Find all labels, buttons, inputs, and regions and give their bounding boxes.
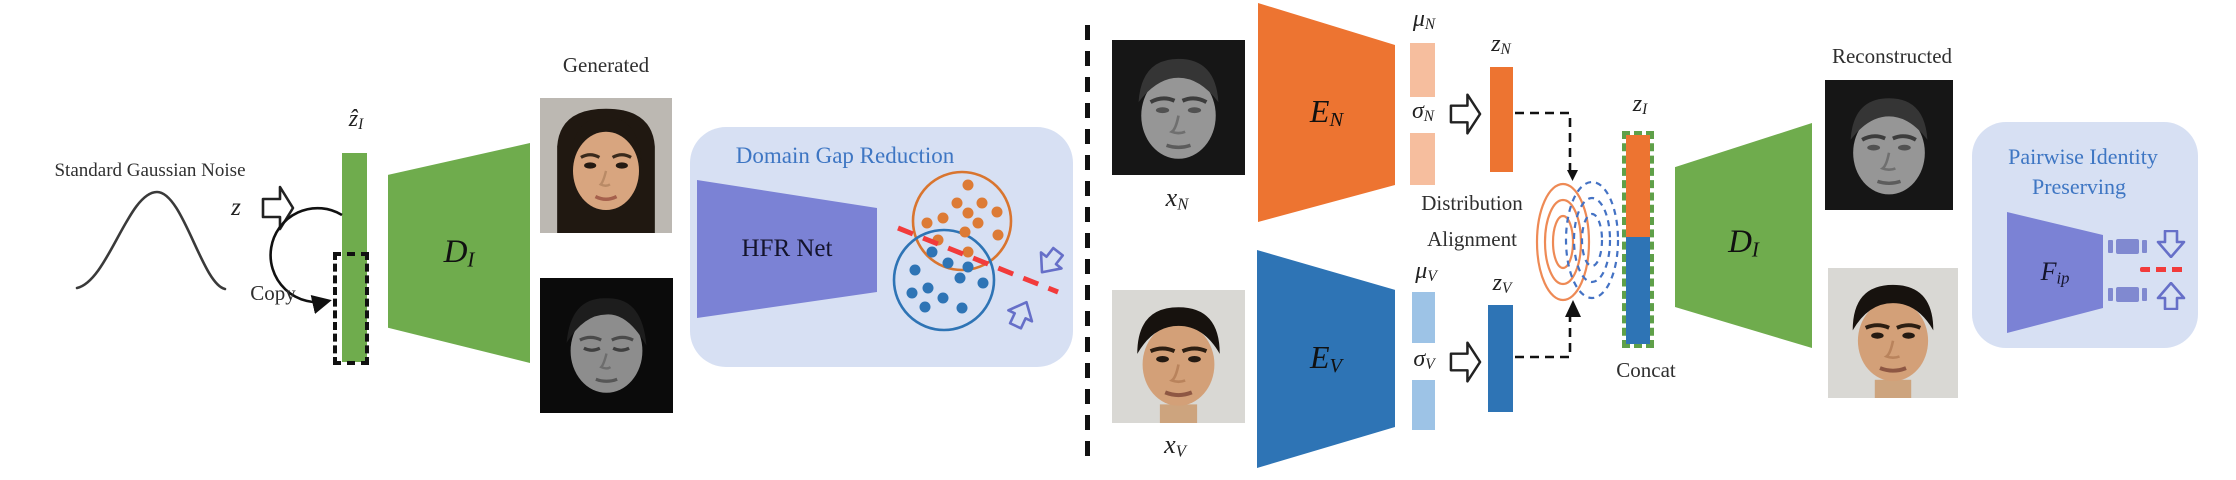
label-sub: V xyxy=(1425,356,1435,374)
label-main: x xyxy=(1165,183,1178,212)
distribution-alignment-label-line1: Distribution xyxy=(1421,191,1523,215)
generated-label: Generated xyxy=(562,53,650,77)
z-v-dashed-connector xyxy=(1515,317,1572,359)
encoder-en-label: EN xyxy=(1310,93,1343,132)
label-sub: N xyxy=(1329,109,1344,132)
nir-domain-dots xyxy=(921,179,1004,258)
z-n-dashed-connector xyxy=(1515,111,1572,170)
generated-nir-face-image xyxy=(540,278,673,413)
block-arrow-icon xyxy=(1449,341,1482,383)
sigma-v-bar xyxy=(1412,380,1435,430)
encoder-en-trapezoid: EN xyxy=(1258,3,1395,222)
label-main: D xyxy=(443,233,468,270)
label-main: μ xyxy=(1415,258,1428,284)
gaussian-curve xyxy=(75,190,227,291)
noise-var-label: z xyxy=(231,194,241,221)
z-v-label: zV xyxy=(1493,270,1512,298)
label-sub: V xyxy=(1329,355,1343,378)
label-main: F xyxy=(2040,256,2057,286)
label-main: σ xyxy=(1411,98,1424,124)
x-n-label: xN xyxy=(1166,183,1189,215)
label-main: z xyxy=(1491,31,1501,57)
concat-label: Concat xyxy=(1616,358,1676,382)
reconstructed-nir-face-image xyxy=(1825,80,1953,210)
z-hat-sub: I xyxy=(358,116,364,134)
z-hat-label: ẑI xyxy=(349,106,363,134)
encoder-ev-trapezoid: EV xyxy=(1257,250,1395,468)
domain-gap-scatter-plot xyxy=(892,170,1070,333)
decoder-di-left-trapezoid: DI xyxy=(388,143,530,363)
input-nir-face-image xyxy=(1112,40,1245,175)
encoder-ev-label: EV xyxy=(1310,339,1342,378)
latent-bar-zhat xyxy=(342,153,367,362)
x-v-label: xV xyxy=(1164,430,1186,462)
label-main: σ xyxy=(1413,346,1426,372)
squeeze-arrow-up-icon xyxy=(1002,295,1040,333)
hfr-net-label: HFR Net xyxy=(741,235,833,262)
pairwise-title-line1: Pairwise Identity xyxy=(2008,144,2158,169)
z-hat-main: ẑ xyxy=(348,106,359,132)
label-main: D xyxy=(1728,224,1752,261)
mu-n-bar xyxy=(1410,43,1435,97)
label-sub: I xyxy=(1751,237,1759,262)
z-i-label: zI xyxy=(1633,91,1647,119)
label-main: z xyxy=(1492,270,1502,296)
sigma-n-bar xyxy=(1410,133,1435,185)
sigma-v-label: σV xyxy=(1413,346,1434,374)
input-vis-face-image xyxy=(1112,290,1245,423)
reconstructed-label: Reconstructed xyxy=(1831,44,1953,68)
decoder-di-right-trapezoid: DI xyxy=(1675,123,1812,348)
mu-v-label: μV xyxy=(1415,258,1436,286)
feature-vector-top xyxy=(2108,239,2147,254)
domain-gap-title: Domain Gap Reduction xyxy=(735,143,955,168)
label-sub: I xyxy=(467,247,475,272)
z-v-bar xyxy=(1488,305,1513,412)
z-n-bar xyxy=(1490,67,1513,172)
gaussian-noise-label: Standard Gaussian Noise xyxy=(54,160,246,181)
label-sub: I xyxy=(1642,101,1648,119)
label-main: z xyxy=(1632,91,1643,117)
copy-label: Copy xyxy=(250,281,296,305)
fip-net-label: Fip xyxy=(2041,257,2070,289)
label-sub: V xyxy=(1175,441,1186,461)
connector-arrowhead-down xyxy=(1567,170,1578,181)
generated-vis-face-image xyxy=(540,98,672,233)
label-main: E xyxy=(1309,339,1330,376)
z-i-concat-bar xyxy=(1622,131,1654,348)
block-arrow-icon xyxy=(1449,93,1482,135)
z-i-nir-segment xyxy=(1626,135,1650,238)
decoder-di-right-label: DI xyxy=(1728,224,1759,263)
distribution-alignment-label-line2: Alignment xyxy=(1427,227,1517,251)
label-main: E xyxy=(1309,92,1330,129)
label-sub: ip xyxy=(2056,268,2070,288)
vis-domain-dots xyxy=(906,246,989,314)
label-sub: V xyxy=(1501,280,1512,298)
copied-latent-dashed-box xyxy=(333,252,369,365)
label-main: μ xyxy=(1412,6,1425,32)
sigma-n-label: σN xyxy=(1412,98,1434,126)
pull-arrow-down-icon xyxy=(2156,230,2186,258)
label-main: x xyxy=(1164,430,1176,459)
mu-v-bar xyxy=(1412,292,1435,343)
section-divider-dashed-line xyxy=(1085,25,1090,460)
identity-match-red-dashes xyxy=(2140,267,2186,272)
z-i-vis-segment xyxy=(1626,237,1650,344)
label-sub: V xyxy=(1427,268,1437,286)
label-sub: N xyxy=(1424,16,1436,34)
connector-arrowhead-up xyxy=(1565,300,1581,317)
decoder-di-left-label: DI xyxy=(444,234,475,273)
label-sub: N xyxy=(1177,194,1189,214)
feature-vector-bottom xyxy=(2108,287,2147,302)
pairwise-title-line2: Preserving xyxy=(2031,174,2127,199)
label-sub: N xyxy=(1423,108,1435,126)
mu-n-label: μN xyxy=(1413,6,1435,34)
pull-arrow-up-icon xyxy=(2156,282,2186,310)
distribution-alignment-ellipses xyxy=(1535,170,1620,317)
copy-arrow xyxy=(269,206,343,314)
label-sub: N xyxy=(1500,41,1511,59)
z-n-label: zN xyxy=(1491,31,1511,59)
squeeze-arrow-down-icon xyxy=(1030,242,1070,282)
reconstructed-vis-face-image xyxy=(1828,268,1958,398)
